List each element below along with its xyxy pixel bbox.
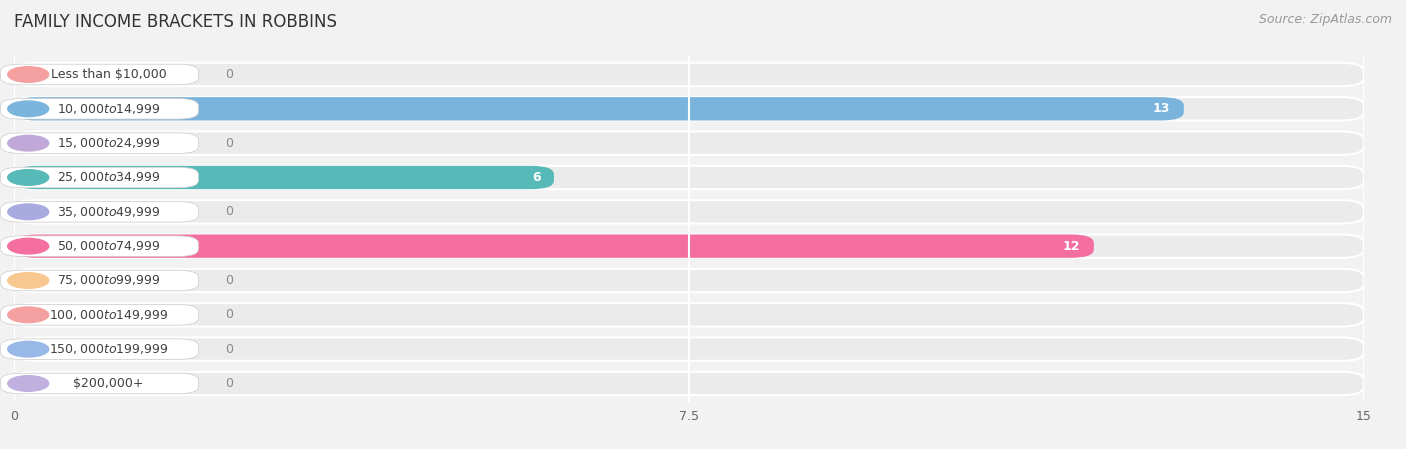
FancyBboxPatch shape: [0, 304, 198, 325]
Text: Source: ZipAtlas.com: Source: ZipAtlas.com: [1258, 13, 1392, 26]
Text: 0: 0: [225, 205, 233, 218]
Circle shape: [8, 170, 49, 185]
Circle shape: [8, 341, 49, 357]
FancyBboxPatch shape: [0, 339, 198, 360]
Text: Less than $10,000: Less than $10,000: [51, 68, 166, 81]
Text: $200,000+: $200,000+: [73, 377, 143, 390]
Text: $25,000 to $34,999: $25,000 to $34,999: [56, 171, 160, 185]
Circle shape: [8, 307, 49, 323]
Text: 0: 0: [225, 274, 233, 287]
FancyBboxPatch shape: [14, 338, 1364, 361]
FancyBboxPatch shape: [14, 132, 1364, 155]
FancyBboxPatch shape: [14, 63, 1364, 86]
FancyBboxPatch shape: [0, 133, 198, 154]
Circle shape: [8, 135, 49, 151]
FancyBboxPatch shape: [14, 97, 1184, 120]
Text: $35,000 to $49,999: $35,000 to $49,999: [56, 205, 160, 219]
Text: 6: 6: [531, 171, 540, 184]
Text: $100,000 to $149,999: $100,000 to $149,999: [49, 308, 169, 322]
Text: $10,000 to $14,999: $10,000 to $14,999: [56, 102, 160, 116]
Text: 0: 0: [225, 136, 233, 150]
FancyBboxPatch shape: [14, 269, 1364, 292]
Circle shape: [8, 66, 49, 82]
Circle shape: [8, 204, 49, 220]
FancyBboxPatch shape: [14, 234, 1094, 258]
Text: FAMILY INCOME BRACKETS IN ROBBINS: FAMILY INCOME BRACKETS IN ROBBINS: [14, 13, 337, 31]
Text: $15,000 to $24,999: $15,000 to $24,999: [56, 136, 160, 150]
FancyBboxPatch shape: [14, 166, 1364, 189]
Circle shape: [8, 101, 49, 117]
FancyBboxPatch shape: [14, 372, 1364, 395]
FancyBboxPatch shape: [0, 202, 198, 222]
FancyBboxPatch shape: [14, 97, 1364, 120]
FancyBboxPatch shape: [0, 373, 198, 394]
Text: 0: 0: [225, 308, 233, 321]
FancyBboxPatch shape: [0, 64, 198, 85]
Text: $150,000 to $199,999: $150,000 to $199,999: [49, 342, 169, 356]
Text: 0: 0: [225, 343, 233, 356]
Circle shape: [8, 376, 49, 392]
Circle shape: [8, 238, 49, 254]
FancyBboxPatch shape: [0, 270, 198, 291]
FancyBboxPatch shape: [0, 236, 198, 256]
FancyBboxPatch shape: [14, 303, 1364, 326]
FancyBboxPatch shape: [14, 200, 1364, 224]
Text: $50,000 to $74,999: $50,000 to $74,999: [56, 239, 160, 253]
Text: $75,000 to $99,999: $75,000 to $99,999: [56, 273, 160, 287]
FancyBboxPatch shape: [14, 166, 554, 189]
Text: 0: 0: [225, 377, 233, 390]
FancyBboxPatch shape: [0, 167, 198, 188]
Text: 12: 12: [1063, 240, 1080, 253]
FancyBboxPatch shape: [14, 234, 1364, 258]
Text: 13: 13: [1153, 102, 1170, 115]
FancyBboxPatch shape: [0, 98, 198, 119]
Text: 0: 0: [225, 68, 233, 81]
Circle shape: [8, 273, 49, 288]
